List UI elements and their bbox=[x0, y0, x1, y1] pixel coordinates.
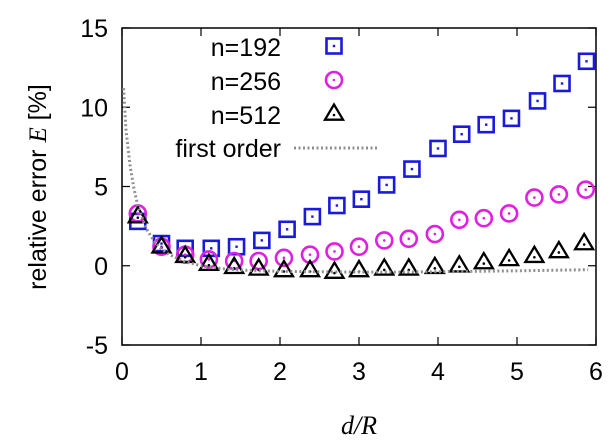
series-layer bbox=[122, 52, 596, 279]
data-point-1-14 bbox=[474, 208, 494, 228]
series-2 bbox=[126, 204, 596, 279]
data-point-0-17 bbox=[553, 74, 571, 93]
y-tick-label: 15 bbox=[80, 15, 108, 43]
plot-frame bbox=[121, 27, 597, 346]
data-point-2-14 bbox=[472, 250, 495, 270]
x-tick-label: 6 bbox=[589, 358, 603, 386]
data-point-0-14 bbox=[477, 115, 495, 134]
series-3 bbox=[122, 88, 589, 274]
data-point-0-13 bbox=[452, 125, 471, 143]
data-point-0-6 bbox=[278, 220, 296, 239]
data-point-2-18 bbox=[573, 231, 596, 251]
x-tick-label: 1 bbox=[194, 358, 208, 386]
series-1 bbox=[128, 180, 596, 271]
data-point-1-6 bbox=[274, 248, 294, 268]
data-point-1-16 bbox=[525, 188, 544, 207]
data-point-2-16 bbox=[523, 244, 546, 264]
x-tick-label: 3 bbox=[352, 358, 366, 386]
data-point-0-15 bbox=[502, 109, 521, 128]
legend-symbol-2 bbox=[322, 102, 346, 121]
y-tick-label: -5 bbox=[86, 332, 108, 360]
data-point-0-10 bbox=[377, 176, 396, 194]
x-axis-label: d/R bbox=[341, 411, 377, 440]
data-point-2-8 bbox=[323, 260, 346, 279]
data-point-2-3 bbox=[197, 252, 220, 272]
first-order-curve bbox=[122, 88, 589, 274]
y-tick-label: 0 bbox=[94, 253, 108, 281]
legend-label-n192: n=192 bbox=[211, 34, 281, 62]
data-point-1-17 bbox=[549, 185, 569, 204]
data-point-1-8 bbox=[325, 242, 344, 261]
x-tick-label: 5 bbox=[510, 358, 524, 386]
data-point-0-4 bbox=[227, 237, 246, 256]
plot-border bbox=[121, 27, 597, 346]
data-point-1-13 bbox=[450, 210, 469, 230]
legend-label-n256: n=256 bbox=[211, 68, 281, 96]
y-tick-label: 5 bbox=[94, 174, 108, 202]
x-tick-label: 4 bbox=[431, 358, 445, 386]
data-point-2-10 bbox=[373, 257, 396, 276]
y-axis-label-symbol: E bbox=[25, 127, 52, 143]
data-point-0-7 bbox=[303, 207, 322, 226]
data-point-2-9 bbox=[347, 258, 371, 278]
data-point-2-0 bbox=[126, 204, 149, 224]
data-point-1-11 bbox=[399, 229, 419, 249]
legend-symbol-0 bbox=[325, 37, 343, 55]
data-point-1-9 bbox=[349, 237, 369, 257]
y-axis-label-prefix: relative error bbox=[24, 143, 52, 290]
x-tick-label: 0 bbox=[115, 358, 129, 386]
data-point-1-12 bbox=[425, 224, 445, 244]
data-point-1-10 bbox=[374, 231, 394, 250]
legend-label-first-order: first order bbox=[175, 135, 281, 163]
y-tick-label: 10 bbox=[80, 94, 108, 122]
data-point-0-8 bbox=[328, 196, 346, 215]
data-point-0-5 bbox=[253, 231, 271, 250]
data-point-0-16 bbox=[528, 92, 547, 110]
data-point-1-3 bbox=[199, 250, 219, 269]
legend: n=192 n=256 n=512 first order bbox=[175, 34, 378, 163]
legend-symbol-1 bbox=[324, 70, 344, 90]
x-tick-label: 2 bbox=[273, 358, 287, 386]
y-axis-label-suffix: [%] bbox=[24, 84, 52, 127]
data-point-2-2 bbox=[174, 244, 197, 264]
data-point-0-12 bbox=[429, 139, 447, 158]
data-point-2-13 bbox=[448, 253, 471, 273]
data-point-0-3 bbox=[202, 239, 221, 258]
legend-label-n512: n=512 bbox=[211, 102, 281, 130]
data-point-1-15 bbox=[499, 204, 519, 223]
data-point-0-18 bbox=[577, 52, 596, 71]
data-point-0-11 bbox=[403, 160, 421, 178]
data-point-2-15 bbox=[498, 247, 521, 267]
y-axis-label: relative error E [%] bbox=[24, 84, 52, 290]
data-point-2-17 bbox=[547, 239, 570, 259]
data-point-1-18 bbox=[576, 180, 596, 199]
data-point-0-9 bbox=[352, 190, 371, 208]
